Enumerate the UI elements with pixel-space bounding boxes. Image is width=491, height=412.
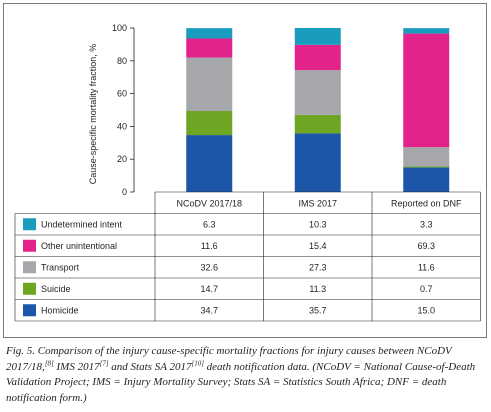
data-label: 69.3 bbox=[417, 241, 435, 251]
data-label: 3.3 bbox=[420, 219, 433, 229]
y-tick-label: 80 bbox=[117, 56, 127, 66]
bar-segment bbox=[294, 44, 341, 71]
legend-swatch bbox=[23, 218, 36, 231]
y-tick-label: 40 bbox=[117, 121, 127, 131]
category-label: Reported on DNF bbox=[391, 198, 462, 208]
bar-segment bbox=[403, 33, 450, 148]
plot-area: 0 20 40 60 80 100 bbox=[112, 23, 450, 197]
stacked-bar-chart: Cause-specific mortality fraction, % 0 20… bbox=[14, 23, 481, 322]
bar-segment bbox=[186, 57, 233, 111]
bar-segment bbox=[186, 135, 233, 192]
y-tick-label: 100 bbox=[112, 23, 127, 33]
bar-segment bbox=[294, 114, 341, 134]
legend-label: Other unintentional bbox=[41, 241, 117, 251]
data-label: 32.6 bbox=[200, 262, 218, 272]
figure-frame: Cause-specific mortality fraction, % 0 20… bbox=[3, 3, 487, 338]
data-label: 15.4 bbox=[309, 241, 327, 251]
data-label: 11.6 bbox=[201, 241, 218, 251]
bar-segment bbox=[294, 133, 341, 192]
data-label: 0.7 bbox=[420, 284, 433, 294]
data-label: 10.3 bbox=[309, 219, 327, 229]
data-label: 11.3 bbox=[309, 284, 326, 294]
data-label: 15.0 bbox=[417, 305, 435, 315]
data-label: 11.6 bbox=[418, 262, 435, 272]
caption-ref-3: [10] bbox=[191, 358, 204, 367]
bar-segment bbox=[403, 147, 450, 167]
bar-segment bbox=[294, 28, 341, 45]
legend-label: Undetermined intent bbox=[41, 219, 123, 229]
category-label: NCoDV 2017/18 bbox=[176, 198, 242, 208]
data-label: 6.3 bbox=[203, 219, 216, 229]
caption-ref-1: [8] bbox=[44, 358, 54, 367]
caption-text-2: IMS 2017 bbox=[53, 360, 100, 373]
legend-swatch bbox=[23, 261, 36, 274]
y-tick-label: 60 bbox=[117, 89, 127, 99]
caption-text-4: death notification data. (NCoDV = Nation… bbox=[6, 360, 476, 404]
legend-swatch bbox=[23, 282, 36, 295]
legend-swatch bbox=[23, 239, 36, 252]
caption-text-1: Comparison of the injury cause-specific … bbox=[6, 345, 452, 373]
caption-label: Fig. 5. bbox=[6, 345, 36, 357]
caption-ref-2: [7] bbox=[99, 358, 109, 367]
bar-segment bbox=[403, 166, 450, 168]
category-label: IMS 2017 bbox=[298, 198, 337, 208]
caption-text-3: and Stats SA 2017 bbox=[108, 360, 192, 373]
data-label: 14.7 bbox=[200, 284, 218, 294]
bar-segment bbox=[294, 70, 341, 115]
data-table: NCoDV 2017/18 IMS 2017 Reported on DNF Unde… bbox=[14, 191, 481, 322]
legend-label: Transport bbox=[41, 262, 80, 272]
bar-segment bbox=[403, 28, 450, 34]
bar-segment bbox=[403, 167, 450, 192]
bar-segment bbox=[186, 28, 233, 39]
data-label: 27.3 bbox=[309, 262, 327, 272]
y-axis-title: Cause-specific mortality fraction, % bbox=[88, 44, 98, 185]
data-label: 34.7 bbox=[200, 305, 218, 315]
y-tick-label: 20 bbox=[117, 154, 127, 164]
legend-label: Suicide bbox=[41, 284, 71, 294]
legend-label: Homicide bbox=[41, 305, 79, 315]
figure-caption: Fig. 5. Comparison of the injury cause-s… bbox=[6, 344, 488, 406]
y-tick-label: 0 bbox=[122, 187, 127, 197]
bar-segment bbox=[186, 38, 233, 58]
legend-swatch bbox=[23, 304, 36, 317]
bar-segment bbox=[186, 110, 233, 136]
data-label: 35.7 bbox=[309, 305, 327, 315]
